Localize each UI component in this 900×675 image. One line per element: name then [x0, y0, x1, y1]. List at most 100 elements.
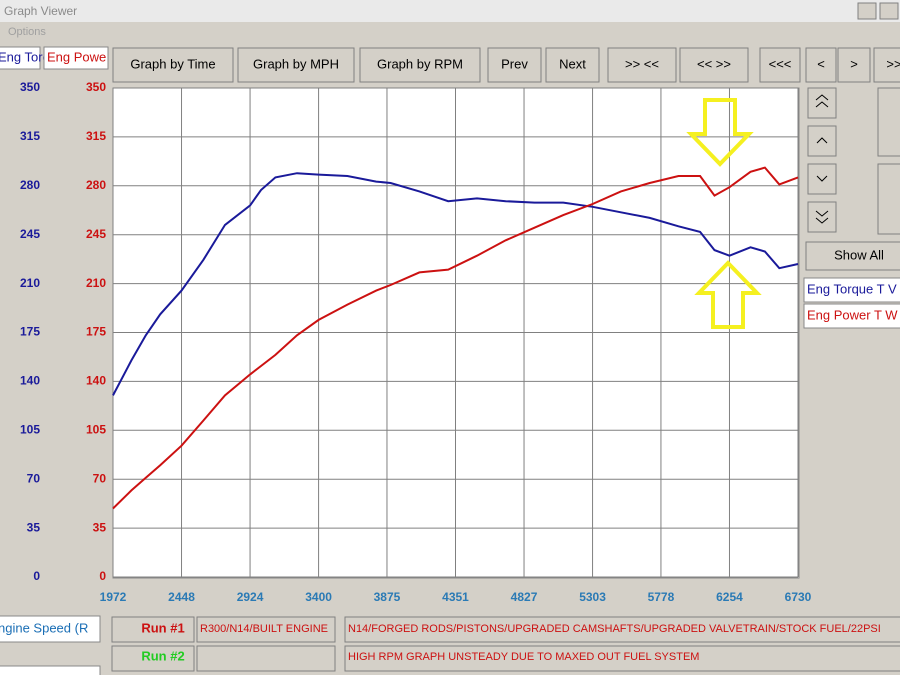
- icon: [815, 210, 829, 224]
- run1-button[interactable]: [111, 616, 195, 643]
- toolbar-button[interactable]: [759, 47, 801, 83]
- toolbar-button-label[interactable]: >> <<: [625, 56, 659, 71]
- x-tick-label: 2924: [237, 590, 264, 604]
- zoom-in[interactable]: [877, 87, 900, 157]
- minimize-button[interactable]: [857, 2, 877, 20]
- scroll-controls: [807, 87, 900, 235]
- x-tick-label: 3400: [305, 590, 332, 604]
- x-axis-header: ngine Speed (R: [0, 620, 88, 635]
- toolbar-button[interactable]: [237, 47, 355, 83]
- run1-label[interactable]: Run #1: [141, 620, 184, 635]
- y-tick-label: 140: [20, 374, 40, 388]
- series-line: [112, 172, 799, 396]
- y-tick-label: 35: [27, 520, 41, 534]
- y2-tick-label: 0: [99, 569, 106, 583]
- toolbar-button-label[interactable]: <: [817, 56, 825, 71]
- x-tick-label: 3875: [374, 590, 401, 604]
- y-tick-label: 280: [20, 178, 40, 192]
- toolbar-button[interactable]: [837, 47, 871, 83]
- run1-name-box: [196, 616, 336, 643]
- y-axis-header: Eng Torq: [0, 49, 50, 64]
- toolbar-button-label[interactable]: Graph by RPM: [377, 56, 463, 71]
- toolbar-button[interactable]: [545, 47, 600, 83]
- x-tick-label: 5303: [579, 590, 606, 604]
- scroll-up[interactable]: [807, 125, 837, 157]
- arrow-down: [686, 98, 754, 167]
- y-tick-label: 210: [20, 276, 40, 290]
- toolbar-button[interactable]: [112, 47, 234, 83]
- y2-tick-label: 140: [86, 374, 106, 388]
- lines: [112, 166, 799, 510]
- toolbar-button[interactable]: [873, 47, 900, 83]
- toolbar-button-label[interactable]: Next: [559, 56, 586, 71]
- y2-axis-header: Eng Powe: [47, 49, 106, 64]
- scroll-top[interactable]: [807, 87, 837, 119]
- window-title: Graph Viewer: [4, 4, 77, 18]
- y-header-box: [0, 46, 41, 70]
- y-tick-label: 0: [33, 569, 40, 583]
- toolbar-button-label[interactable]: Graph by MPH: [253, 56, 339, 71]
- y-tick-label: 350: [20, 80, 40, 94]
- arrow-up: [694, 260, 762, 329]
- run2-name-box: [196, 645, 336, 672]
- scroll-bottom[interactable]: [807, 201, 837, 233]
- toolbar-button[interactable]: [607, 47, 677, 83]
- run1-name: R300/N14/BUILT ENGINE: [200, 623, 328, 635]
- x-tick-label: 5778: [648, 590, 675, 604]
- x-tick-label: 4351: [442, 590, 469, 604]
- show-all-button[interactable]: [805, 241, 900, 271]
- y2-tick-label: 245: [86, 227, 106, 241]
- x-tick-label: 4827: [511, 590, 538, 604]
- toolbar-button-label[interactable]: <<<: [769, 56, 792, 71]
- run1-notes-box: [344, 616, 900, 643]
- legend-entry: Eng Torque T V: [807, 281, 897, 296]
- run2-label[interactable]: Run #2: [141, 648, 184, 663]
- toolbar-button[interactable]: [359, 47, 481, 83]
- y2-tick-label: 175: [86, 325, 106, 339]
- x-tick-label: 1972: [100, 590, 127, 604]
- series-line: [112, 166, 799, 510]
- y2-tick-label: 70: [93, 471, 107, 485]
- y-tick-label: 315: [20, 129, 40, 143]
- y2-tick-label: 350: [86, 80, 106, 94]
- x-tick-label: 6730: [785, 590, 812, 604]
- toolbar-button-label[interactable]: >>: [886, 56, 900, 71]
- icon: [816, 175, 828, 182]
- legend-box-torque: [803, 277, 900, 303]
- y-tick-label: 245: [20, 227, 40, 241]
- x-tick-label: 6254: [716, 590, 743, 604]
- x-tick-label: 2448: [168, 590, 195, 604]
- grid: [112, 87, 799, 578]
- y2-tick-label: 35: [93, 520, 107, 534]
- title-bar: [0, 0, 900, 22]
- y2-tick-label: 105: [86, 422, 106, 436]
- run2-notes-box: [344, 645, 900, 672]
- y-tick-label: 70: [27, 471, 41, 485]
- toolbar-button[interactable]: [679, 47, 749, 83]
- toolbar-button[interactable]: [487, 47, 542, 83]
- scroll-down[interactable]: [807, 163, 837, 195]
- menu-options[interactable]: Options: [8, 26, 46, 38]
- icon: [815, 94, 829, 108]
- toolbar-button-label[interactable]: << >>: [697, 56, 731, 71]
- show-all-label[interactable]: Show All: [834, 247, 884, 262]
- run2-button[interactable]: [111, 645, 195, 672]
- y2-tick-label: 315: [86, 129, 106, 143]
- y-tick-label: 105: [20, 422, 40, 436]
- y2-tick-label: 210: [86, 276, 106, 290]
- toolbar-button-label[interactable]: >: [850, 56, 858, 71]
- maximize-button[interactable]: [879, 2, 899, 20]
- run2-notes: HIGH RPM GRAPH UNSTEADY DUE TO MAXED OUT…: [348, 651, 699, 663]
- legend-entry: Eng Power T W: [807, 307, 898, 322]
- y2-tick-label: 280: [86, 178, 106, 192]
- legend-box-power: [803, 303, 900, 329]
- y-tick-label: 175: [20, 325, 40, 339]
- run1-notes: N14/FORGED RODS/PISTONS/UPGRADED CAMSHAF…: [348, 623, 881, 635]
- toolbar-button-label[interactable]: Graph by Time: [130, 56, 215, 71]
- toolbar-button[interactable]: [805, 47, 837, 83]
- zoom-out[interactable]: [877, 163, 900, 235]
- y2-header-box: [43, 46, 109, 70]
- toolbar-button-label[interactable]: Prev: [501, 56, 528, 71]
- x-header-box: [0, 615, 101, 643]
